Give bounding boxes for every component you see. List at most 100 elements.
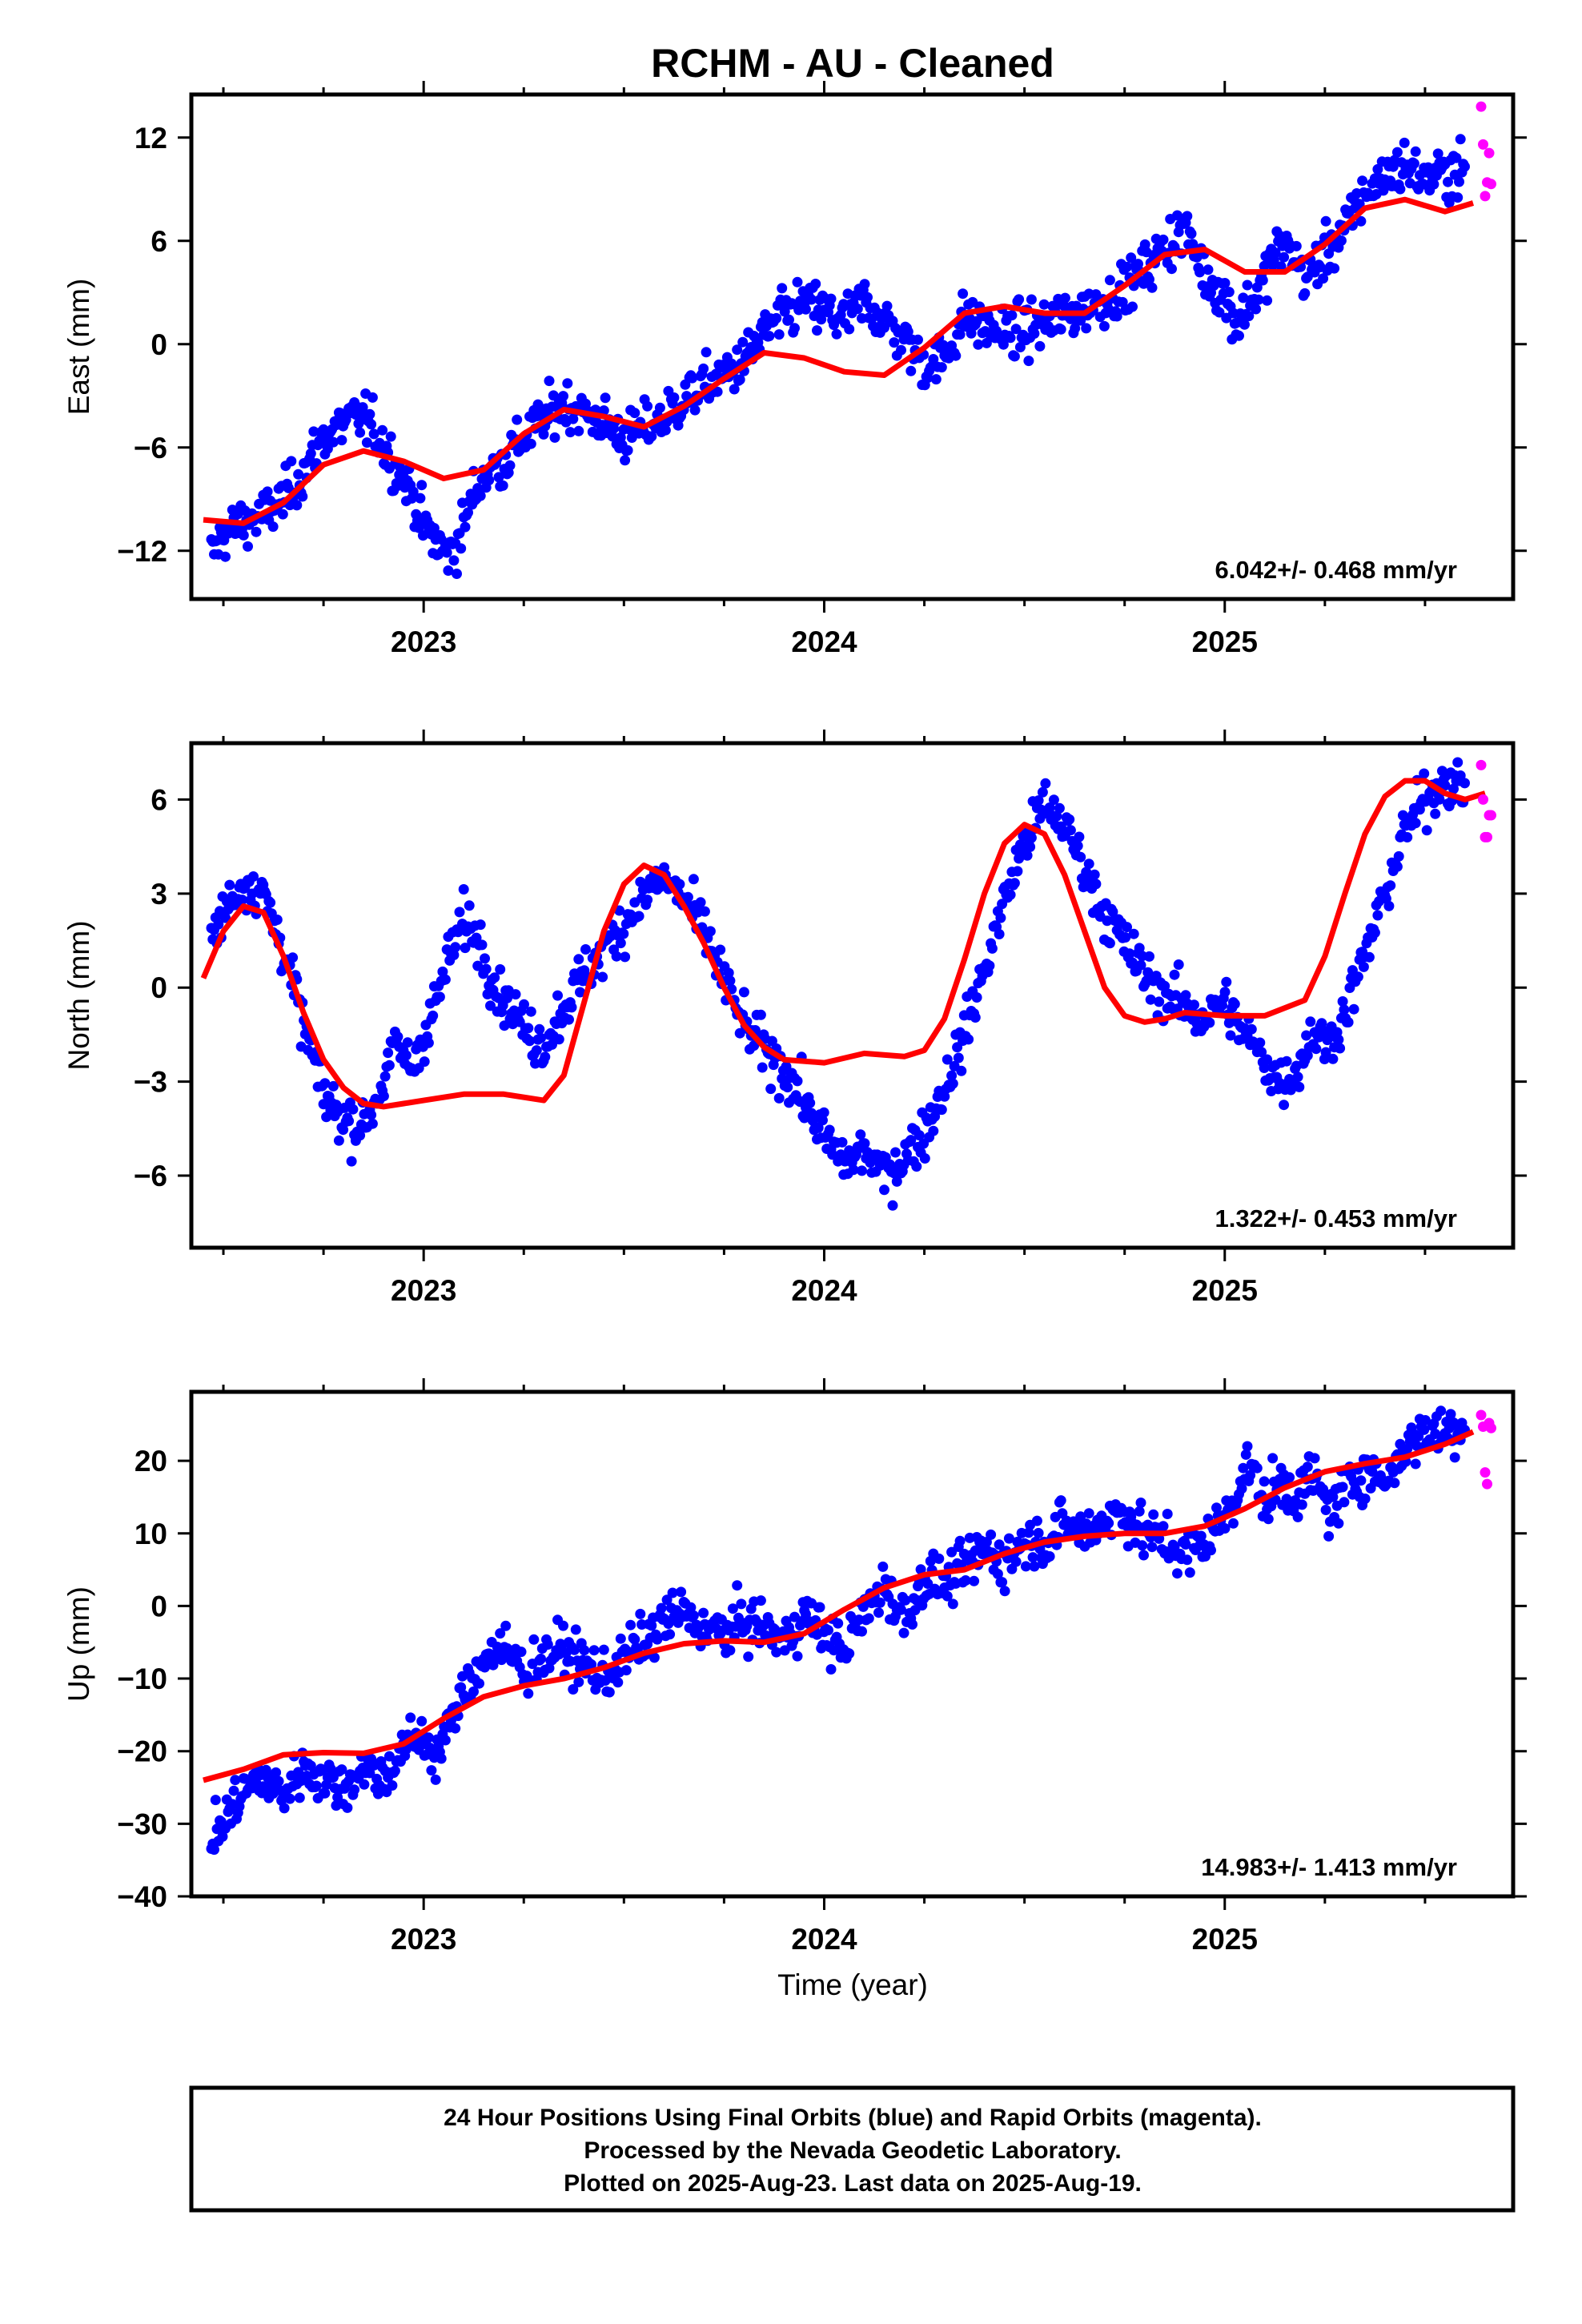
final-point bbox=[423, 1037, 434, 1048]
final-point bbox=[1144, 274, 1154, 285]
final-point bbox=[1169, 1542, 1180, 1553]
final-point bbox=[1186, 228, 1197, 239]
final-point bbox=[377, 424, 388, 436]
final-point bbox=[999, 1586, 1010, 1597]
final-point bbox=[642, 400, 653, 412]
final-point bbox=[1074, 831, 1085, 842]
final-point bbox=[210, 1795, 221, 1806]
final-point bbox=[355, 427, 366, 438]
final-point bbox=[1122, 261, 1132, 272]
y-tick-label: 12 bbox=[135, 122, 167, 155]
final-point bbox=[430, 1774, 441, 1785]
final-point bbox=[287, 952, 299, 963]
final-point bbox=[1419, 1424, 1430, 1435]
final-point bbox=[525, 1006, 536, 1017]
plot-frame bbox=[189, 741, 1516, 1250]
final-point bbox=[971, 992, 982, 1003]
final-point bbox=[852, 304, 863, 315]
final-point bbox=[1236, 1483, 1247, 1494]
rate-label: 14.983+/- 1.413 mm/yr bbox=[1201, 1853, 1457, 1881]
final-point bbox=[271, 915, 283, 925]
final-point bbox=[1180, 1539, 1191, 1550]
final-point bbox=[1065, 825, 1076, 836]
final-point bbox=[1010, 1556, 1022, 1567]
final-point bbox=[575, 987, 585, 998]
final-point bbox=[1239, 319, 1250, 330]
final-point bbox=[1262, 295, 1273, 306]
final-point bbox=[500, 1620, 512, 1631]
final-point bbox=[496, 1655, 507, 1666]
final-point bbox=[998, 339, 1009, 350]
final-point bbox=[485, 1000, 496, 1011]
final-point bbox=[1027, 1552, 1038, 1563]
final-point bbox=[319, 1078, 331, 1089]
final-point bbox=[1044, 802, 1055, 813]
final-point bbox=[806, 294, 817, 305]
final-point bbox=[656, 1602, 667, 1614]
final-point bbox=[874, 1597, 885, 1608]
final-point bbox=[898, 1627, 909, 1638]
final-point bbox=[973, 339, 984, 350]
final-point bbox=[1033, 1527, 1044, 1538]
final-point bbox=[789, 323, 800, 334]
final-point bbox=[936, 1104, 947, 1116]
final-point bbox=[1144, 951, 1154, 962]
final-point bbox=[474, 1678, 484, 1689]
final-point bbox=[784, 314, 794, 325]
final-point bbox=[810, 279, 821, 289]
final-point bbox=[1146, 1542, 1158, 1553]
final-point bbox=[734, 374, 745, 385]
final-point bbox=[1184, 1567, 1195, 1578]
final-point bbox=[573, 954, 584, 965]
final-point bbox=[1399, 137, 1410, 148]
final-point bbox=[723, 967, 734, 979]
final-point bbox=[379, 1071, 391, 1082]
final-point bbox=[489, 972, 500, 983]
final-point bbox=[434, 991, 445, 1003]
final-point bbox=[814, 1602, 825, 1613]
final-point bbox=[905, 1135, 917, 1146]
final-point bbox=[383, 1047, 394, 1059]
final-point bbox=[890, 1147, 901, 1158]
final-point bbox=[604, 1687, 615, 1698]
final-point bbox=[338, 1124, 349, 1136]
final-point bbox=[801, 304, 811, 315]
final-point bbox=[480, 953, 490, 964]
final-point bbox=[562, 378, 573, 389]
final-point bbox=[367, 392, 378, 403]
final-point bbox=[969, 1575, 980, 1586]
final-point bbox=[297, 491, 308, 502]
final-point bbox=[318, 1099, 329, 1110]
final-point bbox=[1323, 1530, 1335, 1542]
final-point bbox=[958, 288, 969, 300]
final-point bbox=[1005, 332, 1016, 344]
final-point bbox=[1309, 1453, 1320, 1464]
final-point bbox=[1270, 247, 1281, 259]
final-point bbox=[468, 1686, 479, 1697]
final-point bbox=[357, 402, 368, 413]
final-point bbox=[428, 1010, 439, 1021]
final-point bbox=[891, 1176, 902, 1187]
final-point bbox=[1337, 996, 1348, 1007]
final-point bbox=[911, 1161, 922, 1172]
final-point bbox=[1320, 1047, 1331, 1058]
final-point bbox=[1430, 808, 1441, 819]
x-tick-label: 2023 bbox=[391, 1274, 456, 1307]
final-point bbox=[1451, 152, 1462, 163]
y-axis-label: Up (mm) bbox=[62, 1586, 95, 1702]
final-point bbox=[415, 493, 426, 504]
final-point bbox=[389, 1765, 400, 1776]
final-point bbox=[1029, 328, 1040, 339]
final-point bbox=[305, 448, 316, 459]
final-point bbox=[1281, 1494, 1292, 1505]
final-point bbox=[349, 1784, 360, 1795]
final-point bbox=[771, 312, 782, 324]
final-point bbox=[1257, 275, 1268, 286]
final-point bbox=[905, 365, 917, 376]
final-point bbox=[600, 392, 611, 404]
final-point bbox=[251, 526, 262, 537]
final-point bbox=[736, 1598, 747, 1610]
final-point bbox=[1449, 1452, 1460, 1463]
final-point bbox=[1126, 252, 1137, 263]
final-point bbox=[1292, 1072, 1303, 1083]
